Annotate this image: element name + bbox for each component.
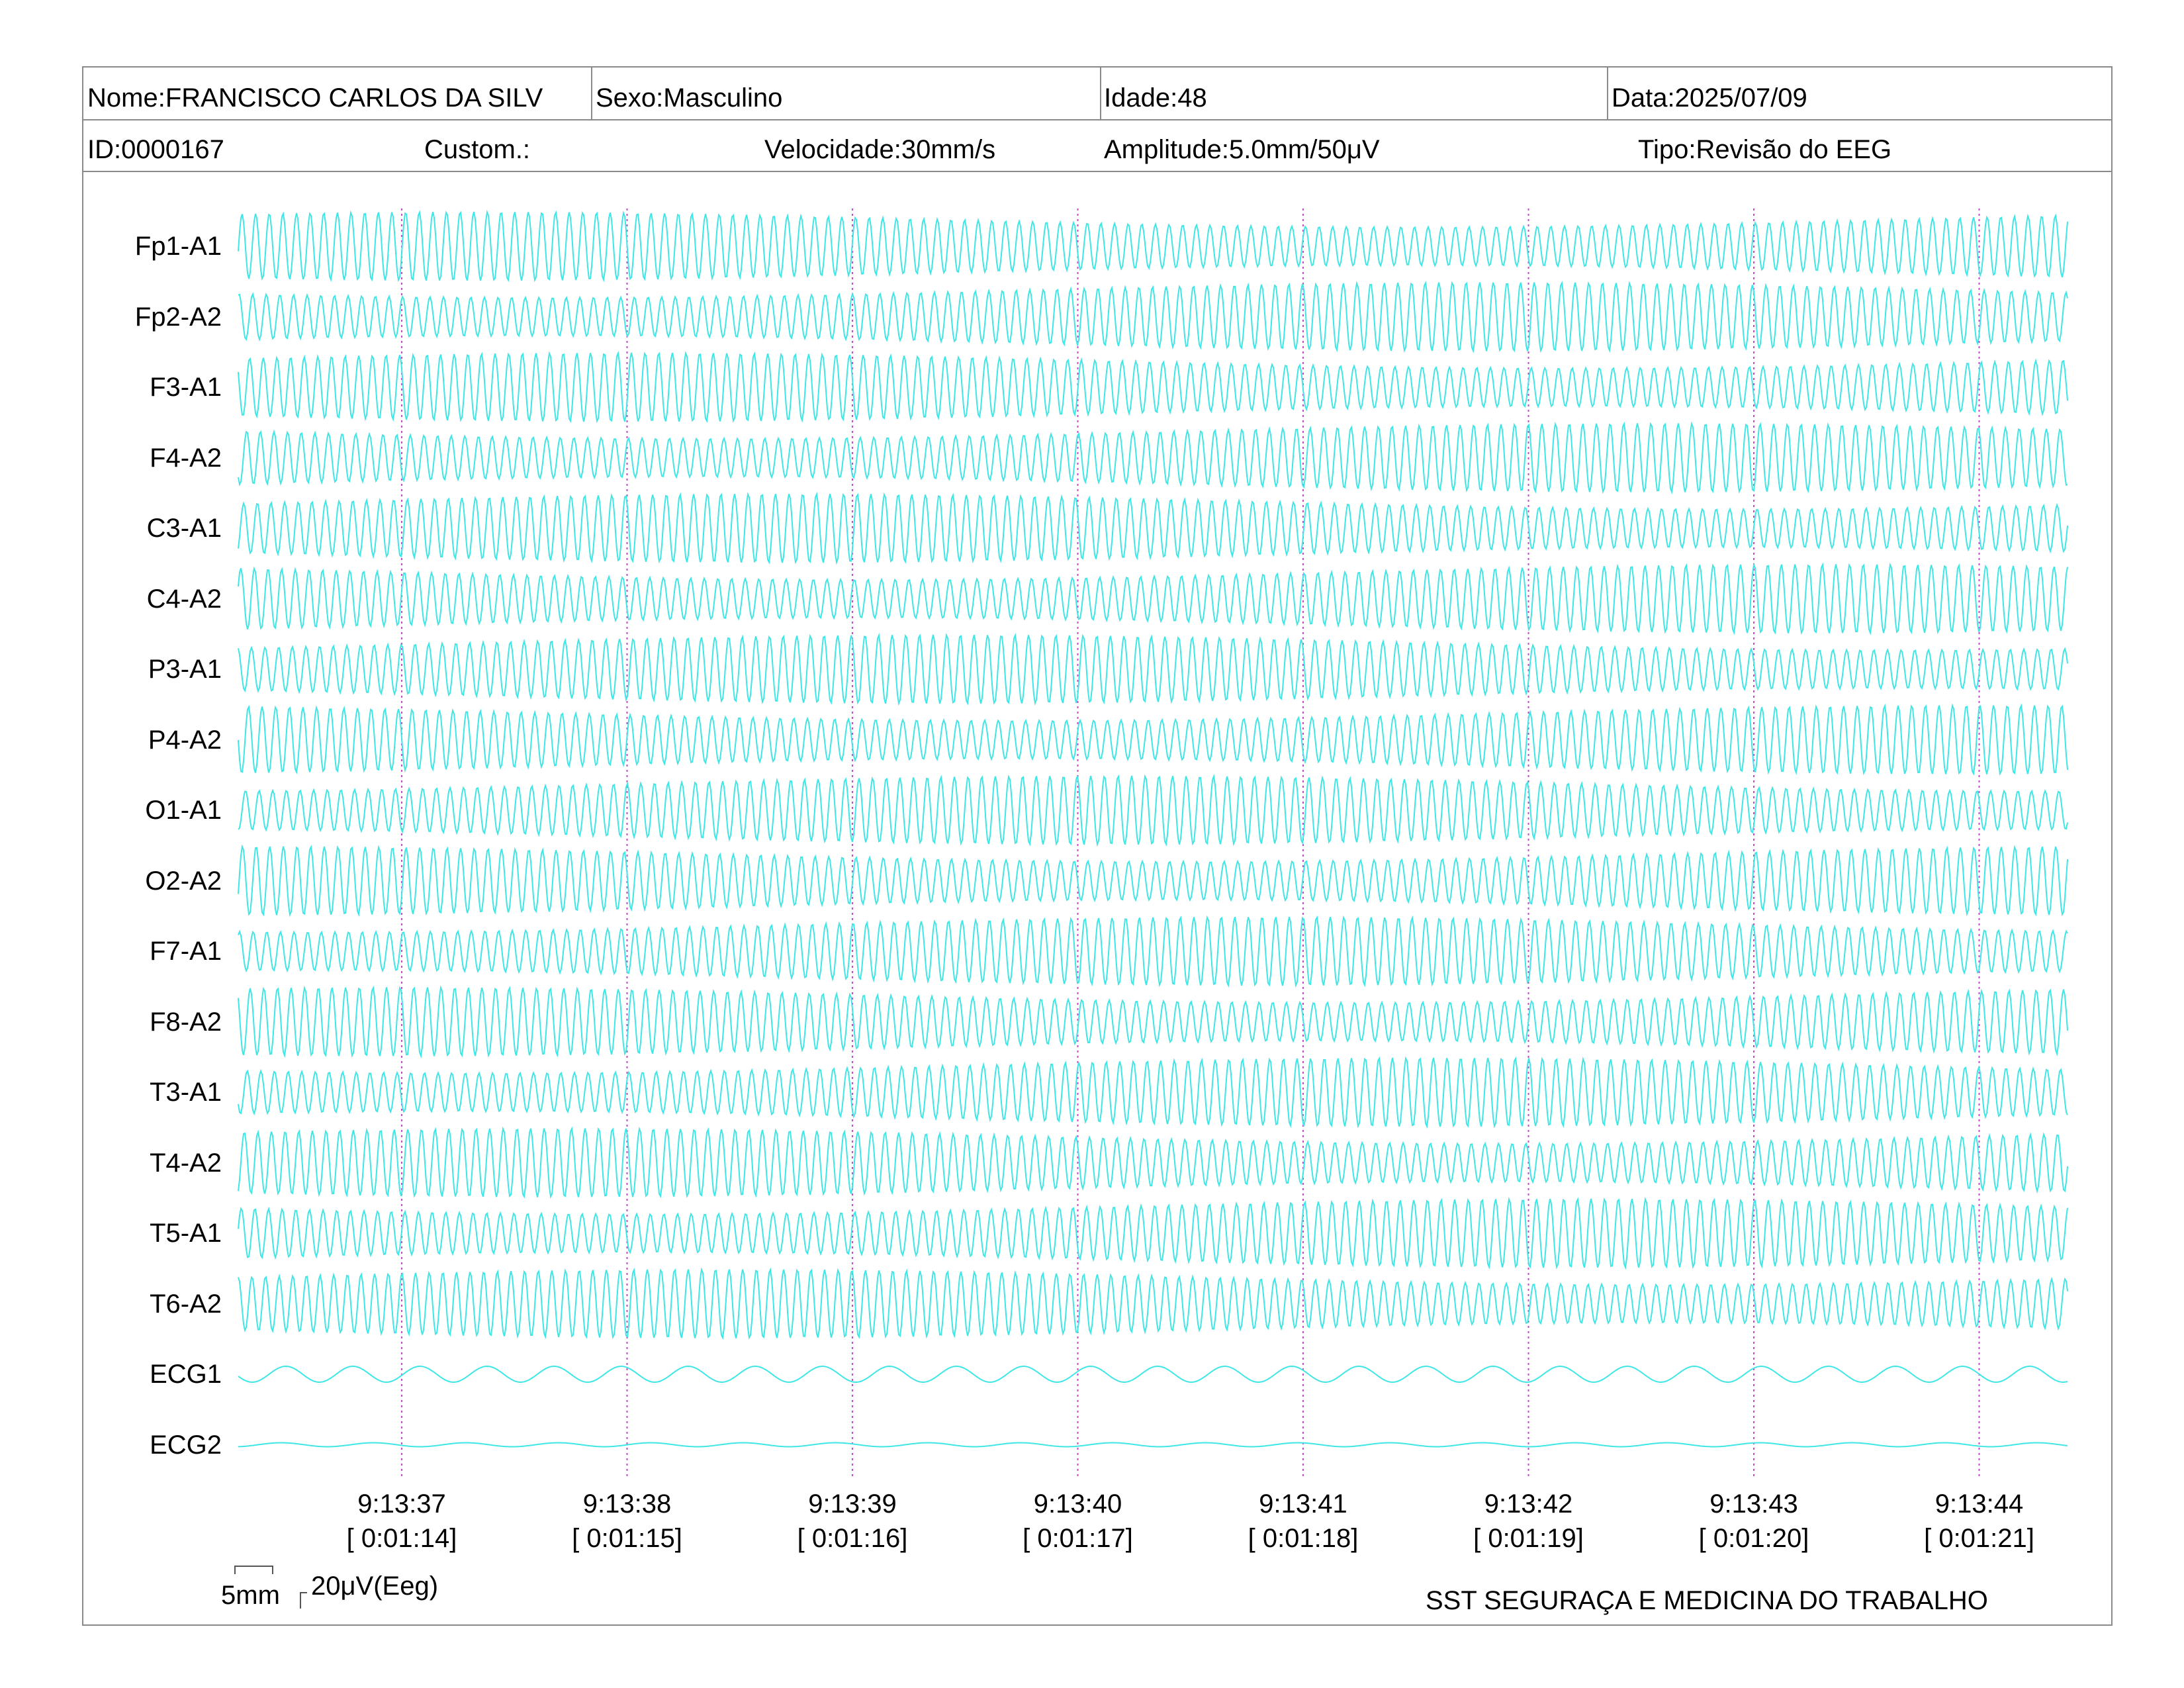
channel-label: ECG1 (150, 1360, 222, 1389)
channel-trace (238, 1267, 2068, 1340)
channel-label: Fp2-A2 (134, 302, 222, 332)
clock-time: 9:13:40 (1033, 1489, 1122, 1519)
clock-time: 9:13:38 (582, 1489, 672, 1519)
channel-trace (238, 350, 2068, 424)
channel-trace (238, 1442, 2068, 1448)
channel-label: F7-A1 (150, 937, 222, 966)
channel-trace (238, 774, 2068, 847)
patient-id: ID:0000167 (87, 135, 224, 164)
time-stamp: 9:13:44 [ 0:01:21] (1893, 1487, 2066, 1556)
patient-age: Idade:48 (1104, 83, 1207, 113)
channel-label: F8-A2 (150, 1007, 222, 1037)
header-divider-1 (82, 119, 2113, 120)
header-col-divider-2 (1100, 66, 1101, 119)
channel-label: T5-A1 (150, 1219, 222, 1248)
channel-trace (238, 915, 2068, 988)
amplitude-setting: Amplitude:5.0mm/50μV (1104, 135, 1380, 164)
channel-label: Fp1-A1 (134, 232, 222, 261)
channel-label: F3-A1 (150, 373, 222, 402)
channel-trace (238, 421, 2068, 494)
channel-label: P3-A1 (148, 655, 222, 684)
channel-trace (238, 281, 2068, 353)
clock-time: 9:13:43 (1709, 1489, 1798, 1519)
header-divider-2 (82, 171, 2113, 172)
time-stamp: 9:13:41 [ 0:01:18] (1217, 1487, 1389, 1556)
scale-bar-icon (234, 1566, 307, 1609)
time-stamp: 9:13:43 [ 0:01:20] (1668, 1487, 1840, 1556)
time-stamp: 9:13:39 [ 0:01:16] (766, 1487, 938, 1556)
channel-label: O1-A1 (145, 796, 222, 825)
elapsed-time: [ 0:01:17] (1023, 1524, 1133, 1553)
exam-date: Data:2025/07/09 (1612, 83, 1807, 113)
clock-time: 9:13:42 (1484, 1489, 1573, 1519)
channel-trace (238, 844, 2068, 917)
header-col-divider-3 (1607, 66, 1608, 119)
channel-trace (238, 985, 2068, 1058)
elapsed-time: [ 0:01:15] (572, 1524, 682, 1553)
channel-trace (238, 1196, 2068, 1270)
patient-name: Nome:FRANCISCO CARLOS DA SILV (87, 83, 543, 113)
speed-setting: Velocidade:30mm/s (764, 135, 996, 164)
patient-sex: Sexo:Masculino (596, 83, 783, 113)
time-stamp: 9:13:42 [ 0:01:19] (1443, 1487, 1615, 1556)
elapsed-time: [ 0:01:14] (346, 1524, 457, 1553)
clock-time: 9:13:39 (808, 1489, 897, 1519)
elapsed-time: [ 0:01:20] (1698, 1524, 1809, 1553)
elapsed-time: [ 0:01:16] (797, 1524, 908, 1553)
report-frame (82, 66, 2113, 1626)
channel-label: O2-A2 (145, 866, 222, 896)
scale-amplitude-label: 20μV(Eeg) (311, 1571, 439, 1601)
elapsed-time: [ 0:01:21] (1924, 1524, 2034, 1553)
channel-trace (238, 491, 2068, 565)
scale-time-label: 5mm (221, 1581, 280, 1610)
channel-label: F4-A2 (150, 443, 222, 473)
header-col-divider-1 (591, 66, 592, 119)
exam-type: Tipo:Revisão do EEG (1638, 135, 1892, 164)
clock-time: 9:13:41 (1259, 1489, 1347, 1519)
channel-trace (238, 1056, 2068, 1129)
custom-field: Custom.: (424, 135, 531, 164)
channel-label: ECG2 (150, 1430, 222, 1460)
channel-label: T6-A2 (150, 1289, 222, 1319)
channel-label: P4-A2 (148, 725, 222, 755)
company-name: SST SEGURAÇA E MEDICINA DO TRABALHO (1426, 1586, 1988, 1615)
channel-trace (238, 632, 2068, 706)
time-stamp: 9:13:40 [ 0:01:17] (992, 1487, 1164, 1556)
channel-trace (238, 209, 2068, 283)
channel-label: C3-A1 (146, 514, 222, 543)
time-stamp: 9:13:37 [ 0:01:14] (316, 1487, 488, 1556)
time-stamp: 9:13:38 [ 0:01:15] (541, 1487, 713, 1556)
channel-trace (238, 562, 2068, 635)
elapsed-time: [ 0:01:19] (1473, 1524, 1584, 1553)
channel-label: C4-A2 (146, 584, 222, 614)
channel-trace (238, 1126, 2068, 1199)
channel-label: T4-A2 (150, 1148, 222, 1178)
elapsed-time: [ 0:01:18] (1248, 1524, 1359, 1553)
channel-label: T3-A1 (150, 1078, 222, 1107)
channel-trace (238, 1365, 2068, 1383)
clock-time: 9:13:44 (1934, 1489, 2024, 1519)
clock-time: 9:13:37 (357, 1489, 446, 1519)
channel-trace (238, 703, 2068, 776)
